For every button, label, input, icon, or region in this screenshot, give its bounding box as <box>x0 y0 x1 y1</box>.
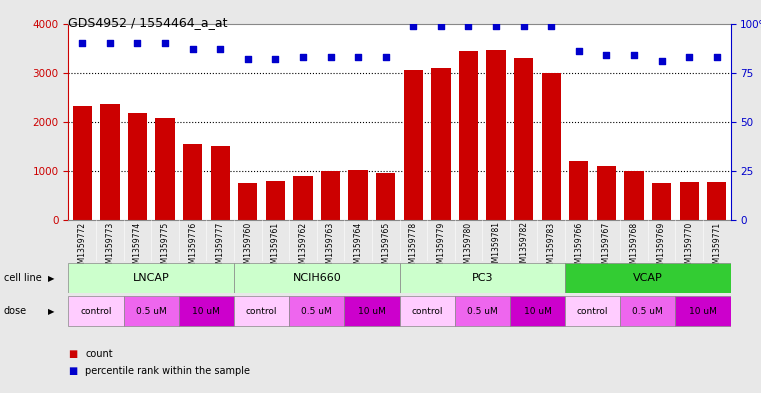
Bar <box>514 58 533 220</box>
Bar <box>293 176 313 220</box>
Text: control: control <box>412 307 443 316</box>
Bar <box>403 70 423 220</box>
Point <box>435 22 447 29</box>
Point <box>517 22 530 29</box>
Bar <box>676 296 731 327</box>
Text: dose: dose <box>4 306 27 316</box>
Text: 10 uM: 10 uM <box>689 307 717 316</box>
Bar <box>238 183 257 220</box>
Bar <box>400 296 455 327</box>
Point <box>214 46 226 52</box>
Bar <box>431 68 451 220</box>
Bar <box>597 166 616 220</box>
Point <box>573 48 585 54</box>
Point <box>380 54 392 60</box>
Point <box>600 52 613 58</box>
Point <box>490 22 502 29</box>
Bar <box>321 171 340 220</box>
Bar <box>707 182 727 220</box>
Bar <box>234 296 289 327</box>
Bar <box>68 263 234 293</box>
Bar <box>183 144 202 220</box>
Point <box>655 58 667 64</box>
Text: control: control <box>577 307 608 316</box>
Bar <box>266 181 285 220</box>
Bar <box>652 183 671 220</box>
Bar <box>454 296 510 327</box>
Point <box>76 40 88 46</box>
Text: 10 uM: 10 uM <box>524 307 552 316</box>
Bar <box>486 50 506 220</box>
Point <box>463 22 475 29</box>
Point <box>132 40 144 46</box>
Bar <box>400 263 565 293</box>
Point <box>407 22 419 29</box>
Text: count: count <box>85 349 113 359</box>
Point <box>186 46 199 52</box>
Bar <box>376 173 396 220</box>
Text: control: control <box>81 307 112 316</box>
Bar <box>128 113 147 220</box>
Text: ▶: ▶ <box>48 307 55 316</box>
Bar <box>289 296 344 327</box>
Bar <box>155 118 175 220</box>
Text: LNCAP: LNCAP <box>133 273 170 283</box>
Bar <box>459 51 478 220</box>
Bar <box>68 296 123 327</box>
Bar <box>234 263 400 293</box>
Text: 0.5 uM: 0.5 uM <box>467 307 498 316</box>
Bar <box>565 263 731 293</box>
Point <box>159 40 171 46</box>
Point <box>242 56 254 62</box>
Point <box>545 22 557 29</box>
Text: NCIH660: NCIH660 <box>292 273 341 283</box>
Point <box>352 54 365 60</box>
Text: GDS4952 / 1554464_a_at: GDS4952 / 1554464_a_at <box>68 16 228 29</box>
Text: ■: ■ <box>68 366 78 376</box>
Bar <box>349 170 368 220</box>
Bar <box>565 296 620 327</box>
Bar <box>72 106 92 220</box>
Text: cell line: cell line <box>4 273 42 283</box>
Text: 10 uM: 10 uM <box>358 307 386 316</box>
Text: VCAP: VCAP <box>633 273 663 283</box>
Point <box>628 52 640 58</box>
Bar <box>680 182 699 220</box>
Bar <box>620 296 676 327</box>
Text: 10 uM: 10 uM <box>193 307 221 316</box>
Bar <box>123 296 179 327</box>
Text: ■: ■ <box>68 349 78 359</box>
Text: percentile rank within the sample: percentile rank within the sample <box>85 366 250 376</box>
Point <box>103 40 116 46</box>
Point <box>269 56 282 62</box>
Text: 0.5 uM: 0.5 uM <box>136 307 167 316</box>
Bar <box>569 161 588 220</box>
Bar <box>100 104 119 220</box>
Text: 0.5 uM: 0.5 uM <box>301 307 332 316</box>
Text: PC3: PC3 <box>472 273 493 283</box>
Text: control: control <box>246 307 277 316</box>
Text: ▶: ▶ <box>48 274 55 283</box>
Text: 0.5 uM: 0.5 uM <box>632 307 663 316</box>
Point <box>683 54 696 60</box>
Point <box>324 54 336 60</box>
Point <box>711 54 723 60</box>
Bar <box>624 171 644 220</box>
Bar <box>542 73 561 220</box>
Bar <box>510 296 565 327</box>
Bar <box>344 296 400 327</box>
Point <box>297 54 309 60</box>
Bar <box>179 296 234 327</box>
Bar <box>211 147 230 220</box>
